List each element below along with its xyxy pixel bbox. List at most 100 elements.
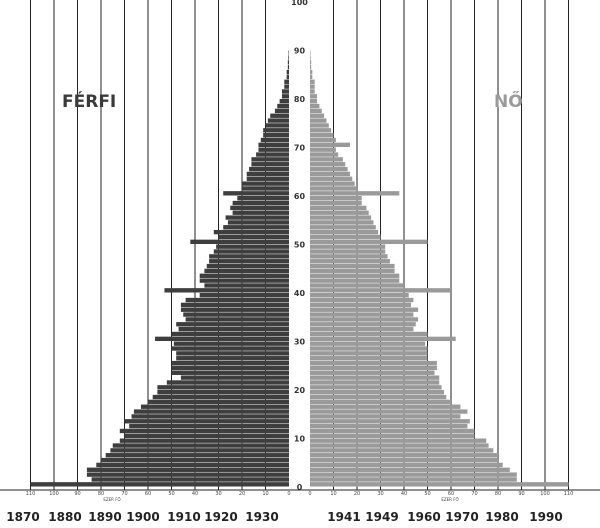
female-bar <box>310 322 416 327</box>
age-tick-label: 30 <box>294 338 306 347</box>
female-bar <box>310 409 468 414</box>
female-bar <box>310 375 440 380</box>
female-bar <box>310 307 419 312</box>
female-bar <box>310 229 379 235</box>
male-bar <box>284 79 289 84</box>
male-bar <box>249 166 289 172</box>
male-bar <box>263 132 289 138</box>
x-tick-label: 0 <box>287 491 290 497</box>
female-bar <box>310 341 426 346</box>
female-bar <box>310 181 355 186</box>
male-bar <box>232 200 289 206</box>
male-bar <box>277 103 289 109</box>
male-bar <box>206 263 289 269</box>
year-row: 1870 1880 1890 1900 1910 1920 1930 1941 1949 1960… <box>6 510 562 524</box>
female-bar <box>310 312 414 317</box>
female-bar <box>310 113 325 118</box>
male-bar <box>260 137 289 143</box>
male-bar <box>213 249 289 254</box>
x-tick-label: 80 <box>98 491 104 497</box>
female-bar <box>310 132 334 138</box>
male-bar <box>176 322 289 327</box>
male-bar <box>86 472 290 477</box>
year-label: 1870 <box>6 510 39 524</box>
year-label: 1960 <box>407 510 440 524</box>
male-bar <box>176 351 289 356</box>
year-label: 1930 <box>245 510 278 524</box>
x-axis: 0 10 20 30 40 50 60 70 80 90 100 110 0 10 20 30 40 50 60 70… <box>26 491 574 502</box>
age-axis: 0 10 20 30 40 50 60 70 80 90 100 <box>291 0 308 492</box>
female-bar <box>310 356 428 361</box>
male-label: FÉRFI <box>62 90 116 112</box>
male-bar <box>246 171 289 177</box>
female-bar <box>310 65 312 70</box>
age-tick-label: 70 <box>294 144 306 153</box>
female-bar <box>310 147 336 152</box>
male-bar <box>96 462 289 468</box>
male-bar <box>258 147 289 152</box>
year-label: 1990 <box>529 510 562 524</box>
female-bar <box>310 191 400 196</box>
male-bar <box>223 191 289 196</box>
female-bar <box>310 74 313 80</box>
male-bar <box>246 176 289 181</box>
female-bar <box>310 244 386 249</box>
female-bar <box>310 423 468 429</box>
male-bar <box>251 157 289 162</box>
female-bar <box>310 60 312 65</box>
male-bar <box>288 55 289 60</box>
female-bar <box>310 365 437 371</box>
x-tick-label: 100 <box>540 491 550 497</box>
male-bar <box>152 394 289 400</box>
male-bar <box>171 331 289 337</box>
female-bar <box>310 472 517 477</box>
x-tick-label: 30 <box>215 491 221 497</box>
male-bar <box>263 128 289 133</box>
female-bar <box>310 428 475 434</box>
year-label: 1890 <box>88 510 121 524</box>
male-bar <box>180 375 289 380</box>
male-bar <box>216 244 289 249</box>
male-bar <box>133 409 289 414</box>
female-bar <box>310 55 311 60</box>
female-bar <box>310 69 313 75</box>
female-bar <box>310 477 517 482</box>
male-bar <box>287 65 289 70</box>
female-bar <box>310 118 327 123</box>
x-tick-label: 90 <box>518 491 524 497</box>
male-bar <box>171 370 289 375</box>
male-bar <box>209 259 289 264</box>
male-bar <box>110 448 290 453</box>
male-bar <box>101 457 289 463</box>
x-tick-label: 20 <box>354 491 360 497</box>
male-bar <box>180 307 289 312</box>
male-bar <box>91 477 289 482</box>
year-label: 1900 <box>126 510 159 524</box>
male-bar <box>258 142 289 148</box>
year-label: 1941 <box>327 510 360 524</box>
male-bar <box>218 234 289 240</box>
male-bar <box>284 84 289 89</box>
female-bar <box>310 176 353 181</box>
male-bar <box>119 428 289 434</box>
x-tick-label: 110 <box>564 491 574 497</box>
female-bar <box>310 99 318 104</box>
x-tick-label: 30 <box>377 491 383 497</box>
female-bar <box>310 370 435 375</box>
x-tick-label: 40 <box>401 491 407 497</box>
female-bar <box>310 346 428 351</box>
male-bar <box>180 302 289 308</box>
female-bar <box>310 326 414 332</box>
female-bar <box>310 103 320 109</box>
male-bar <box>157 385 289 390</box>
age-tick-label: 100 <box>291 0 308 7</box>
female-bar <box>310 467 510 472</box>
female-bar <box>310 351 428 356</box>
male-bar <box>173 341 289 346</box>
female-bar <box>310 399 451 405</box>
male-bar <box>157 390 289 395</box>
year-label: 1910 <box>167 510 200 524</box>
x-tick-label: 0 <box>308 491 311 497</box>
male-bar <box>178 326 289 332</box>
year-label: 1920 <box>204 510 237 524</box>
